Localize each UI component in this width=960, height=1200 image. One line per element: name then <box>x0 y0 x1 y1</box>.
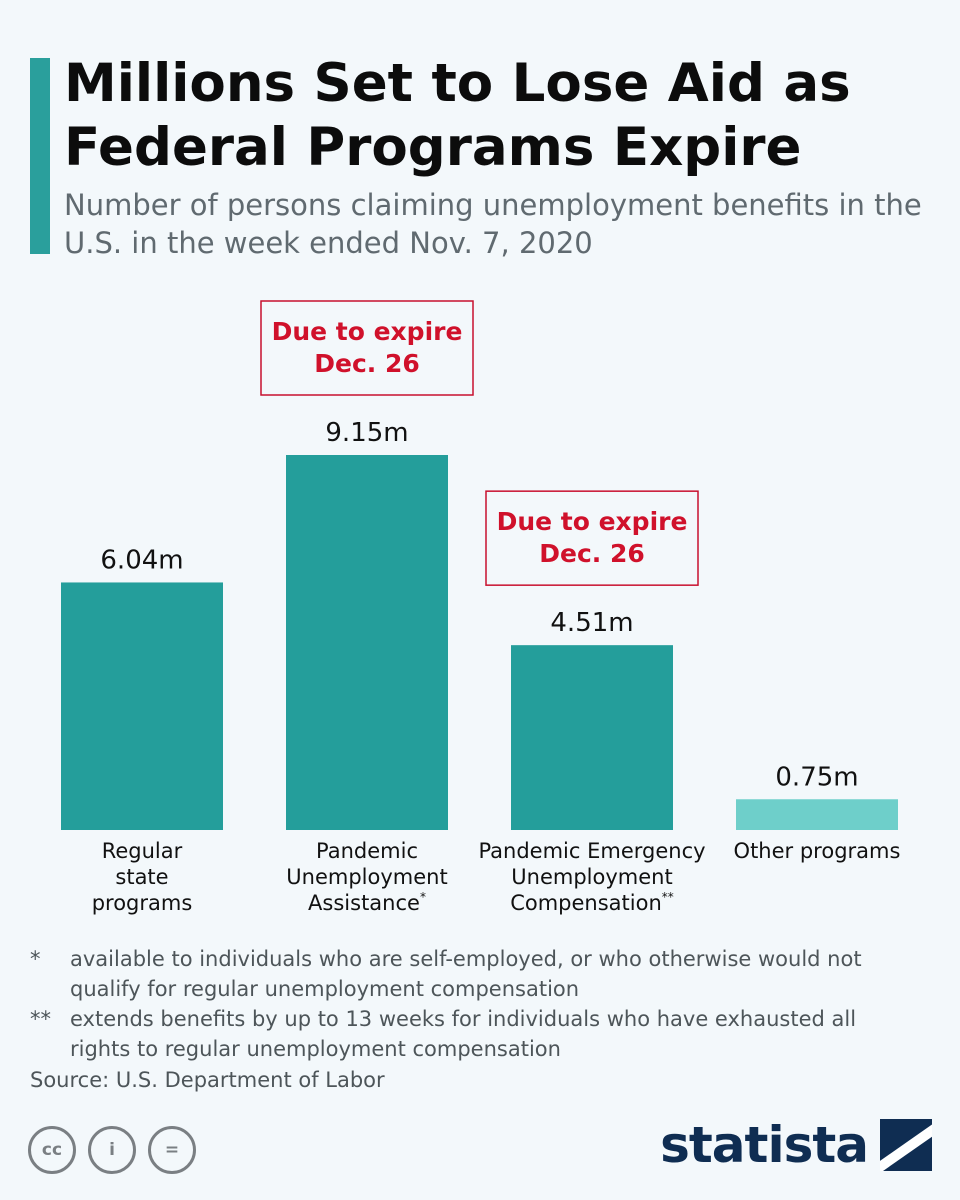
bar-4 <box>736 799 898 830</box>
title-accent-bar <box>30 58 50 254</box>
chart-subtitle: Number of persons claiming unemployment … <box>64 188 922 260</box>
footnotes: * available to individuals who are self-… <box>30 944 910 1064</box>
footnote-1-marker: * <box>30 947 41 971</box>
expire-box-2 <box>485 490 699 586</box>
footnote-1: * available to individuals who are self-… <box>30 944 910 1004</box>
footnote-1-text: available to individuals who are self-em… <box>70 947 862 1001</box>
bar-value-label-4: 0.75m <box>775 762 858 792</box>
attribution-icon[interactable]: i <box>88 1126 136 1174</box>
expire-box-1 <box>260 300 474 396</box>
category-label-1: Regular state programs <box>92 839 193 915</box>
bar-value-label-1: 6.04m <box>100 545 183 575</box>
chart-title: Millions Set to Lose Aid as Federal Prog… <box>64 53 851 178</box>
bar-value-label-2: 9.15m <box>325 418 408 448</box>
cc-icon[interactable]: cc <box>28 1126 76 1174</box>
source-note: Source: U.S. Department of Labor <box>30 1068 385 1092</box>
no-derivatives-icon[interactable]: = <box>148 1126 196 1174</box>
expire-annotation-2: Due to expire Dec. 26 <box>497 507 688 568</box>
bar-1 <box>61 582 223 830</box>
license-icons: cc i = <box>28 1126 196 1174</box>
bar-2 <box>286 455 448 830</box>
category-label-3: Pandemic Emergency Unemployment Compensati… <box>478 839 705 915</box>
brand-name: statista <box>660 1116 869 1174</box>
statista-logo-icon <box>880 1119 932 1171</box>
footnote-2-text: extends benefits by up to 13 weeks for i… <box>70 1007 857 1061</box>
footnote-2-marker: ** <box>30 1007 51 1031</box>
bar-chart: 6.04m Regular state programs 9.15m Pandemic Un… <box>61 300 901 915</box>
category-label-4: Other programs <box>734 839 901 863</box>
footnote-2: ** extends benefits by up to 13 weeks fo… <box>30 1004 910 1064</box>
brand[interactable]: statista <box>660 1116 932 1174</box>
bar-3 <box>511 645 673 830</box>
category-label-2: Pandemic Unemployment Assistance* <box>286 839 447 915</box>
bar-value-label-3: 4.51m <box>550 608 633 638</box>
expire-annotation-1: Due to expire Dec. 26 <box>272 317 463 378</box>
